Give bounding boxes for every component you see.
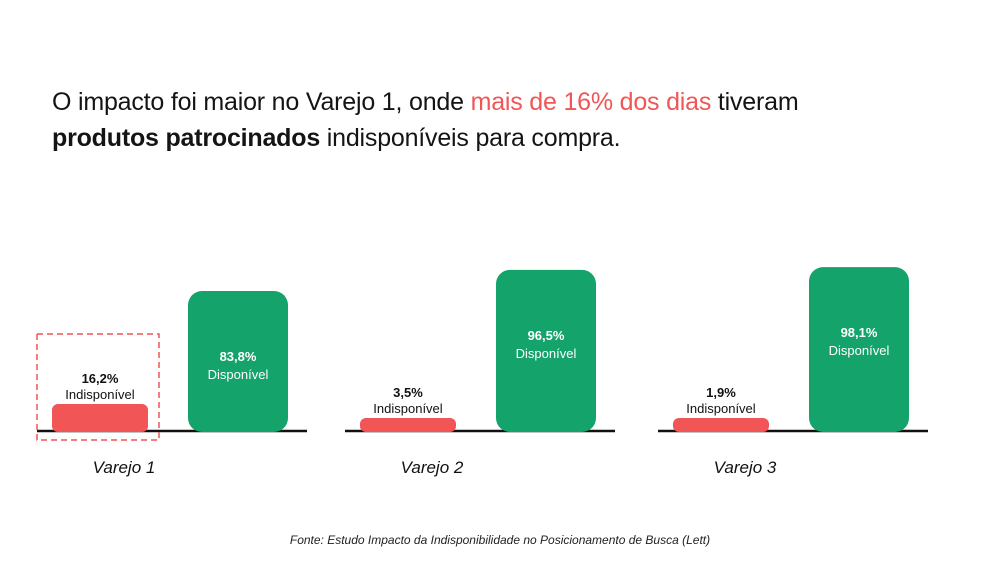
series-label-disponivel-1: Disponível [208, 367, 269, 382]
headline-part-3: indisponíveis para compra. [320, 124, 621, 152]
category-label-3: Varejo 3 [714, 458, 777, 477]
headline-part-2: tiveram [711, 88, 799, 116]
category-label-1: Varejo 1 [93, 458, 156, 477]
value-label-disponivel-1: 83,8% [220, 349, 257, 364]
source-note: Fonte: Estudo Impacto da Indisponibilida… [289, 533, 711, 547]
bar-disponivel-3 [809, 267, 909, 432]
headline-bold: produtos patrocinados [52, 124, 321, 152]
value-label-indisponivel-2: 3,5% [393, 385, 423, 400]
value-label-disponivel-3: 98,1% [841, 325, 878, 340]
category-label-2: Varejo 2 [401, 458, 464, 477]
series-label-indisponivel-2: Indisponível [373, 401, 442, 416]
bar-indisponivel-3 [673, 418, 769, 432]
bar-disponivel-1 [188, 291, 288, 432]
series-label-indisponivel-1: Indisponível [65, 387, 134, 402]
headline-highlight: mais de 16% dos dias [470, 88, 712, 116]
value-label-indisponivel-1: 16,2% [82, 371, 119, 386]
headline-part-1: O impacto foi maior no Varejo 1, onde [52, 88, 471, 116]
headline: O impacto foi maior no Varejo 1, onde ma… [52, 84, 952, 156]
bar-indisponivel-1 [52, 403, 148, 432]
series-label-indisponivel-3: Indisponível [686, 401, 755, 416]
bar-indisponivel-2 [360, 418, 456, 432]
value-label-indisponivel-3: 1,9% [706, 385, 736, 400]
value-label-disponivel-2: 96,5% [528, 328, 565, 343]
highlight-box [36, 333, 160, 441]
series-label-disponivel-3: Disponível [829, 343, 890, 358]
series-label-disponivel-2: Disponível [516, 346, 577, 361]
bar-disponivel-2 [496, 269, 596, 432]
